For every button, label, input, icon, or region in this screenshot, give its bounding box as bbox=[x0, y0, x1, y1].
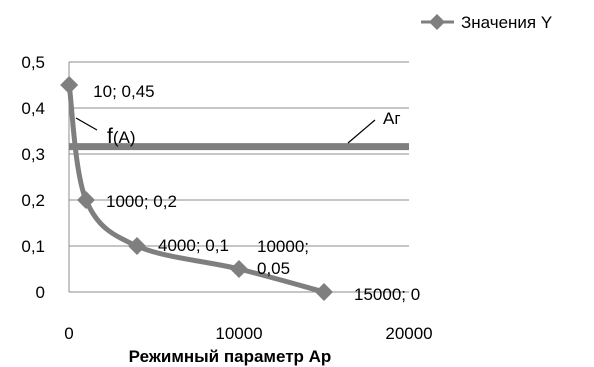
point-label-4: 15000; 0 bbox=[354, 285, 420, 304]
annotation-fa: f(А) bbox=[107, 125, 136, 148]
data-point-2 bbox=[128, 237, 146, 255]
annotation-leader-line bbox=[75, 117, 98, 131]
annotation-fa-text: f(А) bbox=[107, 125, 136, 148]
y-tick-label-4: 0,4 bbox=[21, 99, 45, 118]
data-point-4 bbox=[315, 283, 333, 301]
gridlines bbox=[69, 61, 409, 247]
data-point-0 bbox=[60, 76, 79, 94]
x-tick-label-0: 0 bbox=[64, 324, 73, 343]
data-point-1 bbox=[77, 191, 95, 209]
point-labels: 10; 0,45 1000; 0,2 4000; 0,1 10000; 0,05 1500… bbox=[93, 82, 420, 304]
legend-label: Значения Y bbox=[461, 13, 552, 32]
y-tick-labels: 0 0,1 0,2 0,3 0,4 0,5 bbox=[21, 53, 45, 302]
point-label-2: 4000; 0,1 bbox=[158, 236, 229, 255]
x-tick-labels: 0 10000 20000 bbox=[64, 324, 432, 343]
x-tick-label-2: 20000 bbox=[385, 324, 432, 343]
y-tick-label-3: 0,3 bbox=[21, 145, 45, 164]
legend-marker-diamond bbox=[429, 14, 445, 30]
reference-line-label: Аг bbox=[383, 109, 401, 128]
series-group bbox=[60, 76, 333, 301]
point-label-0: 10; 0,45 bbox=[93, 82, 154, 101]
y-tick-label-2: 0,2 bbox=[21, 191, 45, 210]
data-point-3 bbox=[230, 260, 248, 278]
x-tick-label-1: 10000 bbox=[215, 324, 262, 343]
point-label-1: 1000; 0,2 bbox=[106, 192, 177, 211]
x-axis-title: Режимный параметр Ар bbox=[129, 347, 332, 366]
y-tick-label-1: 0,1 bbox=[21, 237, 45, 256]
point-label-3: 10000; 0,05 bbox=[257, 237, 309, 278]
reference-line-leader bbox=[347, 119, 376, 144]
legend: Значения Y bbox=[421, 13, 552, 32]
y-tick-label-5: 0,5 bbox=[21, 53, 45, 72]
y-tick-label-0: 0 bbox=[36, 283, 45, 302]
